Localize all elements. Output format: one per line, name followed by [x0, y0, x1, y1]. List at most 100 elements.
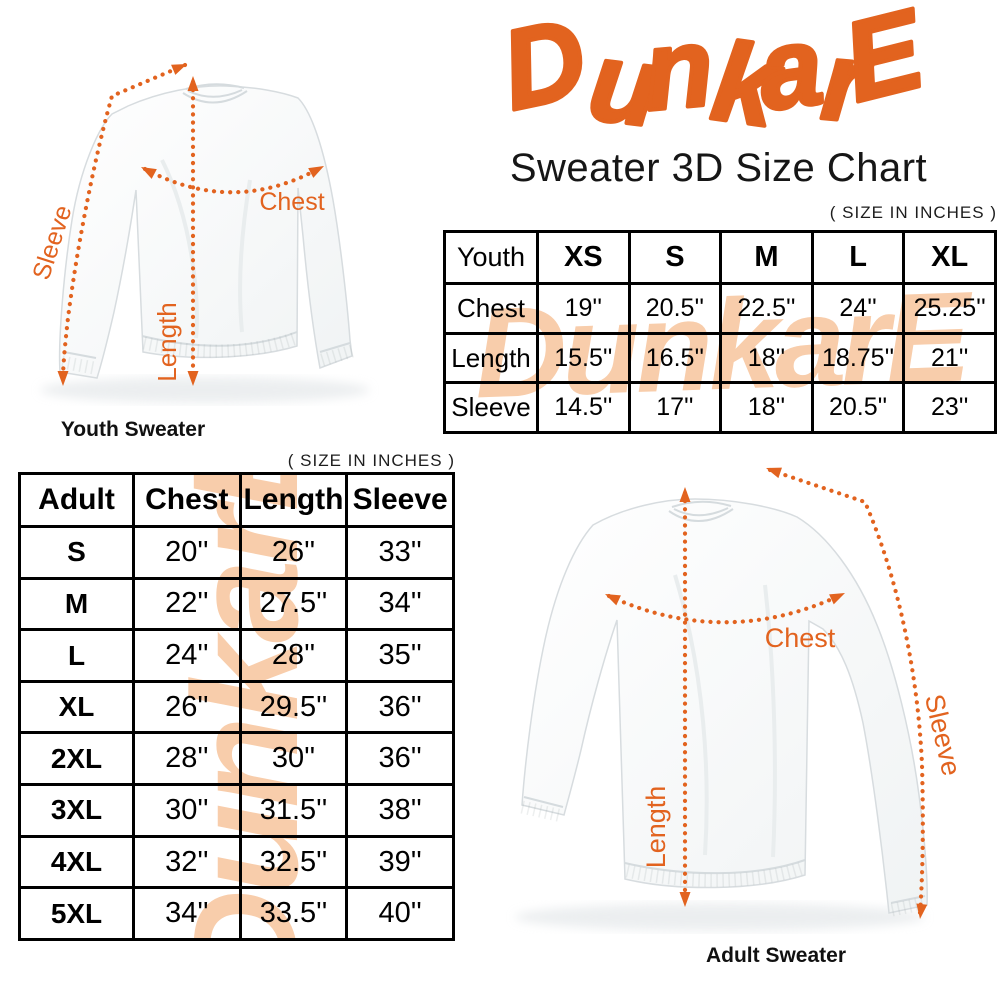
youth-sweater-shadow — [40, 377, 370, 403]
table-row: Sleeve 14.5'' 17'' 18'' 20.5'' 23'' — [443, 381, 997, 434]
cell: 24'' — [132, 628, 242, 683]
cell: 27.5'' — [238, 576, 349, 632]
cell: 22.5'' — [719, 282, 814, 335]
cell: 33.5'' — [238, 886, 349, 941]
cell: 19'' — [536, 282, 631, 335]
cell: 15.5'' — [536, 331, 631, 385]
table-row: XL 26'' 29.5'' 36'' — [18, 679, 455, 735]
table-row: Youth XS S M L XL — [443, 230, 997, 286]
cell: 24'' — [810, 282, 906, 335]
cell: 35'' — [345, 628, 455, 683]
row-label: 4XL — [18, 834, 135, 890]
page-title: Sweater 3D Size Chart — [509, 146, 928, 190]
table-row: L 24'' 28'' 35'' — [18, 628, 455, 683]
youth-chest-measure-arrow — [141, 165, 324, 195]
adult-length-measure-arrow — [679, 487, 691, 907]
row-label: Length — [443, 331, 539, 385]
cell: 22'' — [132, 576, 242, 632]
cell: 32.5'' — [238, 834, 349, 890]
cell: 28'' — [132, 731, 242, 787]
adult-size-table: Adult Chest Length Sleeve S 20'' 26'' 33… — [18, 472, 455, 941]
youth-size-col: XL — [902, 230, 997, 286]
table-row: M 22'' 27.5'' 34'' — [18, 576, 455, 632]
cell: 40'' — [345, 886, 455, 941]
cell: 20.5'' — [810, 381, 906, 434]
cell: 31.5'' — [238, 783, 349, 838]
youth-length-measure-arrow — [187, 76, 199, 386]
table-row: 4XL 32'' 32.5'' 39'' — [18, 834, 455, 890]
youth-size-col: S — [627, 230, 723, 286]
youth-hem-and-cuffs — [60, 159, 354, 375]
cell: 21'' — [902, 331, 997, 385]
cell: 14.5'' — [536, 381, 631, 434]
adult-sleeve-measure-arrow — [766, 467, 928, 919]
table-row: Adult Chest Length Sleeve — [18, 472, 455, 529]
youth-size-note: ( SIZE IN INCHES ) — [829, 203, 997, 222]
table-row: Length 15.5'' 16.5'' 18'' 18.75'' 21'' — [443, 331, 997, 385]
table-row: Chest 19'' 20.5'' 22.5'' 24'' 25.25'' — [443, 282, 997, 335]
youth-size-table-wrap: DunkarE Youth XS S M L XL Chest 19'' 20.… — [443, 230, 997, 434]
dunkare-logo: DunkarE — [489, 6, 946, 146]
cell: 34'' — [132, 886, 242, 941]
row-label: 2XL — [18, 731, 135, 787]
dunkare-logo-text: DunkarE — [491, 6, 937, 146]
adult-col-chest: Chest — [132, 472, 242, 529]
row-label: 5XL — [18, 886, 135, 941]
adult-collar — [668, 500, 734, 522]
cell: 33'' — [345, 525, 455, 580]
row-label: Sleeve — [443, 381, 539, 434]
cell: 20'' — [132, 525, 242, 580]
cell: 28'' — [238, 628, 349, 683]
cell: 39'' — [345, 834, 455, 890]
cell: 23'' — [902, 381, 997, 434]
youth-size-table: Youth XS S M L XL Chest 19'' 20.5'' 22.5… — [443, 230, 997, 434]
adult-sweater-shadow — [515, 903, 925, 931]
youth-sleeve-measure-arrow — [57, 62, 188, 386]
youth-length-label: Length — [152, 302, 182, 382]
row-label: L — [18, 628, 135, 683]
cell: 20.5'' — [627, 282, 723, 335]
cell: 26'' — [132, 679, 242, 735]
cell: 18'' — [719, 381, 814, 434]
table-row: 3XL 30'' 31.5'' 38'' — [18, 783, 455, 838]
youth-size-col: XS — [536, 230, 631, 286]
row-label: 3XL — [18, 783, 135, 838]
adult-sweater-body — [521, 498, 928, 914]
adult-chest-label: Chest — [765, 623, 836, 653]
adult-size-table-wrap: DunkarE Adult Chest Length Sleeve S 20''… — [18, 472, 455, 941]
youth-sweater-illustration: Sleeve Length Chest — [27, 62, 370, 403]
row-label: Chest — [443, 282, 539, 335]
cell: 18'' — [719, 331, 814, 385]
cell: 30'' — [132, 783, 242, 838]
cell: 34'' — [345, 576, 455, 632]
youth-size-col: M — [719, 230, 814, 286]
table-row: 2XL 28'' 30'' 36'' — [18, 731, 455, 787]
cell: 16.5'' — [627, 331, 723, 385]
adult-table-corner: Adult — [18, 472, 135, 529]
row-label: S — [18, 525, 135, 580]
adult-sleeve-label: Sleeve — [919, 691, 967, 778]
youth-table-corner: Youth — [443, 230, 539, 286]
cell: 29.5'' — [238, 679, 349, 735]
adult-sweater-illustration: Length Chest Sleeve — [515, 467, 967, 931]
table-row: 5XL 34'' 33.5'' 40'' — [18, 886, 455, 941]
cell: 36'' — [345, 731, 455, 787]
row-label: M — [18, 576, 135, 632]
adult-size-note: ( SIZE IN INCHES ) — [287, 451, 455, 470]
youth-size-col: L — [810, 230, 906, 286]
cell: 30'' — [238, 731, 349, 787]
cell: 25.25'' — [902, 282, 997, 335]
youth-caption: Youth Sweater — [60, 418, 206, 441]
table-row: S 20'' 26'' 33'' — [18, 525, 455, 580]
cell: 32'' — [132, 834, 242, 890]
youth-sweater-body — [58, 85, 353, 379]
adult-caption: Adult Sweater — [705, 944, 847, 967]
youth-chest-label: Chest — [259, 188, 324, 216]
cell: 17'' — [627, 381, 723, 434]
row-label: XL — [18, 679, 135, 735]
cell: 26'' — [238, 525, 349, 580]
cell: 38'' — [345, 783, 455, 838]
cell: 18.75'' — [810, 331, 906, 385]
adult-col-length: Length — [238, 472, 349, 529]
